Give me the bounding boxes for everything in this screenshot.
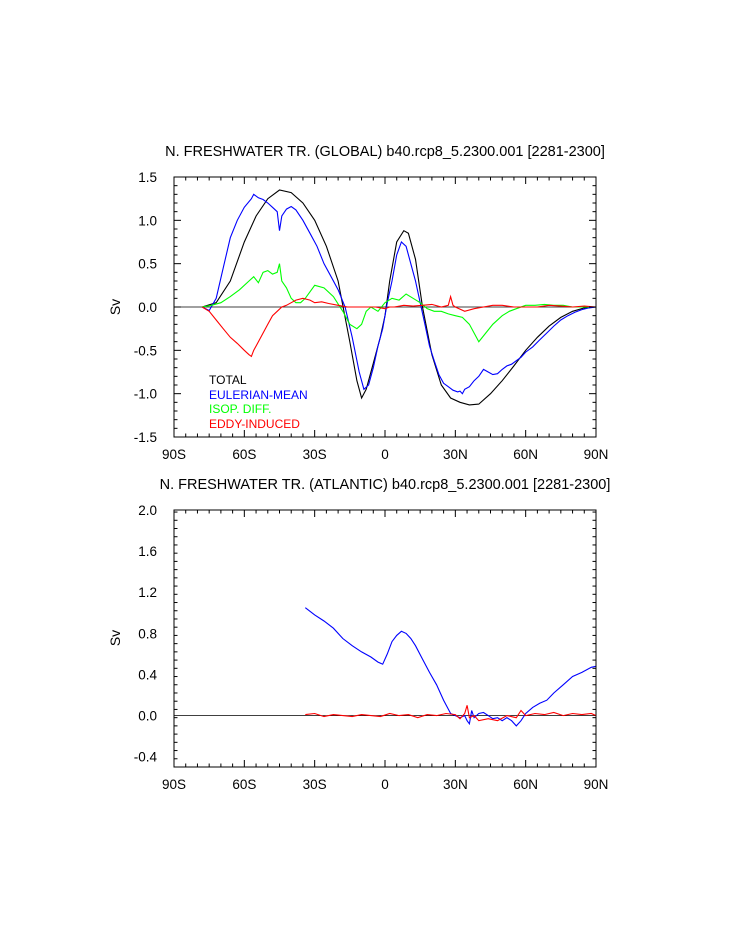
global-y-tick-label: -0.5 xyxy=(134,343,157,358)
global-chart-title: N. FRESHWATER TR. (GLOBAL) b40.rcp8_5.23… xyxy=(165,144,605,160)
legend-item-eddy-induced: EDDY-INDUCED xyxy=(209,417,300,431)
global-x-tick-label: 60S xyxy=(232,447,256,462)
global-y-tick-label: 1.5 xyxy=(138,170,157,185)
global-y-tick-label: -1.5 xyxy=(134,430,157,445)
atlantic-series-eulerian-mean xyxy=(304,607,597,727)
global-series-eulerian-mean xyxy=(201,193,597,395)
global-x-tick-label: 60N xyxy=(513,447,538,462)
global-y-axis-label: Sv xyxy=(107,299,123,315)
global-x-tick-label: 0 xyxy=(381,447,389,462)
global-y-tick-label: 0.5 xyxy=(138,257,157,272)
atlantic-freshwater-chart: N. FRESHWATER TR. (ATLANTIC) b40.rcp8_5.… xyxy=(107,477,610,792)
atlantic-y-tick-label: 1.2 xyxy=(138,585,157,600)
atlantic-y-tick-label: 0.8 xyxy=(138,626,157,641)
atlantic-x-tick-label: 90N xyxy=(584,777,609,792)
atlantic-y-tick-label: 1.6 xyxy=(138,544,157,559)
atlantic-y-axis-label: Sv xyxy=(107,630,123,646)
atlantic-y-tick-label: 0.0 xyxy=(138,709,157,724)
legend-item-isop-diff: ISOP. DIFF. xyxy=(209,402,271,416)
global-x-tick-label: 90S xyxy=(162,447,186,462)
atlantic-x-tick-label: 30N xyxy=(443,777,468,792)
global-y-tick-label: -1.0 xyxy=(134,387,157,402)
global-legend: TOTAL EULERIAN-MEAN ISOP. DIFF. EDDY-IND… xyxy=(209,373,308,431)
atlantic-y-tick-label: -0.4 xyxy=(134,750,158,765)
legend-item-total: TOTAL xyxy=(209,373,247,387)
global-y-tick-label: 0.0 xyxy=(138,300,157,315)
atlantic-y-tick-label: 2.0 xyxy=(138,503,157,518)
atlantic-x-tick-label: 60N xyxy=(513,777,538,792)
atlantic-x-tick-label: 0 xyxy=(381,777,389,792)
global-y-tick-label: 1.0 xyxy=(138,213,157,228)
atlantic-x-tick-label: 90S xyxy=(162,777,186,792)
global-x-tick-label: 30S xyxy=(303,447,327,462)
atlantic-y-tick-label: 0.4 xyxy=(138,667,157,682)
atlantic-chart-title: N. FRESHWATER TR. (ATLANTIC) b40.rcp8_5.… xyxy=(160,477,611,493)
atlantic-plot-area: 90S 60S 30S 0 30N 60N 90N -0.4 0.0 0.4 0.8 1.2 1.6 2.… xyxy=(134,503,609,792)
atlantic-series-eddy-induced xyxy=(305,705,597,722)
global-freshwater-chart: N. FRESHWATER TR. (GLOBAL) b40.rcp8_5.23… xyxy=(107,144,608,462)
global-x-tick-label: 30N xyxy=(443,447,468,462)
atlantic-x-tick-label: 30S xyxy=(303,777,327,792)
global-series-eddy-induced xyxy=(201,294,597,358)
global-series-isop-diff xyxy=(202,263,596,343)
global-x-tick-label: 90N xyxy=(584,447,609,462)
atlantic-plot-frame xyxy=(173,509,597,768)
atlantic-x-tick-label: 60S xyxy=(232,777,256,792)
global-plot-area: 90S 60S 30S 0 30N 60N 90N -1.5 -1.0 -0.5 0.0 0.5 1.0… xyxy=(134,170,609,462)
legend-item-eulerian-mean: EULERIAN-MEAN xyxy=(209,388,308,402)
global-series-total xyxy=(201,189,597,406)
